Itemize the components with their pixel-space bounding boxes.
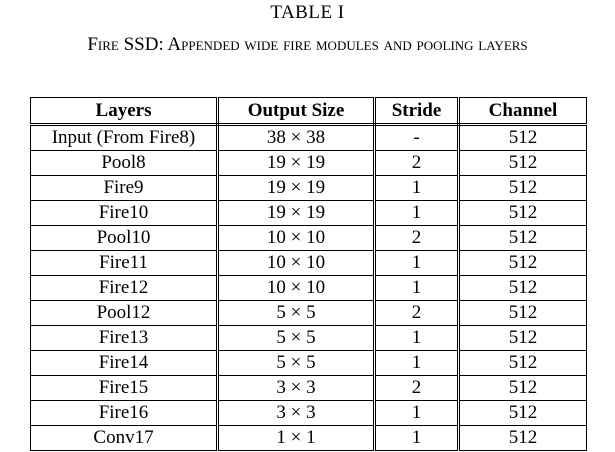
cell-channel: 512 [458,200,587,226]
cell-stride: 1 [374,275,460,301]
cell-layer: Fire16 [30,400,219,426]
cell-channel: 512 [458,150,587,176]
cell-channel: 512 [458,250,587,276]
cell-channel: 512 [458,350,587,376]
cell-layer: Input (From Fire8) [30,124,219,151]
table-row: Fire15 3 × 3 2 512 [30,375,587,401]
cell-layer: Fire13 [30,325,219,351]
cell-channel: 512 [458,124,587,151]
cell-stride: 2 [374,225,460,251]
cell-stride: 1 [374,250,460,276]
cell-output-size: 3 × 3 [217,375,376,401]
cell-stride: 1 [374,325,460,351]
layers-table: Layers Output Size Stride Channel Input … [30,97,587,451]
cell-channel: 512 [458,375,587,401]
table-row: Pool12 5 × 5 2 512 [30,300,587,326]
cell-stride: 1 [374,200,460,226]
table-row: Fire11 10 × 10 1 512 [30,250,587,276]
table-row: Fire13 5 × 5 1 512 [30,325,587,351]
table-row: Input (From Fire8) 38 × 38-512 [30,124,587,151]
table-row: Pool10 10 × 10 2 512 [30,225,587,251]
cell-output-size: 19 × 19 [217,175,376,201]
cell-layer: Fire9 [30,175,219,201]
cell-output-size: 19 × 19 [217,200,376,226]
cell-layer: Pool8 [30,150,219,176]
cell-layer: Fire10 [30,200,219,226]
cell-layer: Pool12 [30,300,219,326]
cell-output-size: 3 × 3 [217,400,376,426]
cell-output-size: 19 × 19 [217,150,376,176]
table-row: Fire12 10 × 10 1 512 [30,275,587,301]
cell-channel: 512 [458,300,587,326]
cell-layer: Fire15 [30,375,219,401]
cell-output-size: 10 × 10 [217,225,376,251]
cell-layer: Fire12 [30,275,219,301]
header-layers: Layers [30,97,219,126]
cell-stride: 2 [374,375,460,401]
cell-output-size: 10 × 10 [217,250,376,276]
table-row: Conv17 1 × 1 1 512 [30,425,587,451]
cell-output-size: 5 × 5 [217,300,376,326]
table-caption: Fire SSD: Appended wide fire modules and… [87,34,528,55]
cell-layer: Pool10 [30,225,219,251]
table-label: TABLE I [270,2,345,23]
table-row: Pool8 19 × 19 2 512 [30,150,587,176]
header-stride: Stride [374,97,460,126]
cell-layer: Conv17 [30,425,219,451]
cell-output-size: 10 × 10 [217,275,376,301]
cell-stride: - [374,124,460,151]
cell-stride: 1 [374,400,460,426]
cell-output-size: 1 × 1 [217,425,376,451]
cell-output-size: 5 × 5 [217,325,376,351]
cell-channel: 512 [458,400,587,426]
cell-stride: 1 [374,350,460,376]
cell-stride: 2 [374,300,460,326]
cell-layer: Fire11 [30,250,219,276]
cell-stride: 2 [374,150,460,176]
cell-layer: Fire14 [30,350,219,376]
cell-channel: 512 [458,275,587,301]
header-row: Layers Output Size Stride Channel [30,97,587,126]
table-row: Fire14 5 × 5 1 512 [30,350,587,376]
table-row: Fire16 3 × 3 1 512 [30,400,587,426]
cell-channel: 512 [458,225,587,251]
table-row: Fire10 19 × 19 1 512 [30,200,587,226]
cell-output-size: 5 × 5 [217,350,376,376]
header-channel: Channel [458,97,587,126]
cell-stride: 1 [374,425,460,451]
table-row: Fire9 19 × 19 1 512 [30,175,587,201]
table-body: Input (From Fire8) 38 × 38-512 Pool8 19 × 1… [30,124,587,451]
cell-output-size: 38 × 38 [217,124,376,151]
cell-channel: 512 [458,175,587,201]
cell-channel: 512 [458,425,587,451]
header-output-size: Output Size [217,97,376,126]
cell-channel: 512 [458,325,587,351]
cell-stride: 1 [374,175,460,201]
